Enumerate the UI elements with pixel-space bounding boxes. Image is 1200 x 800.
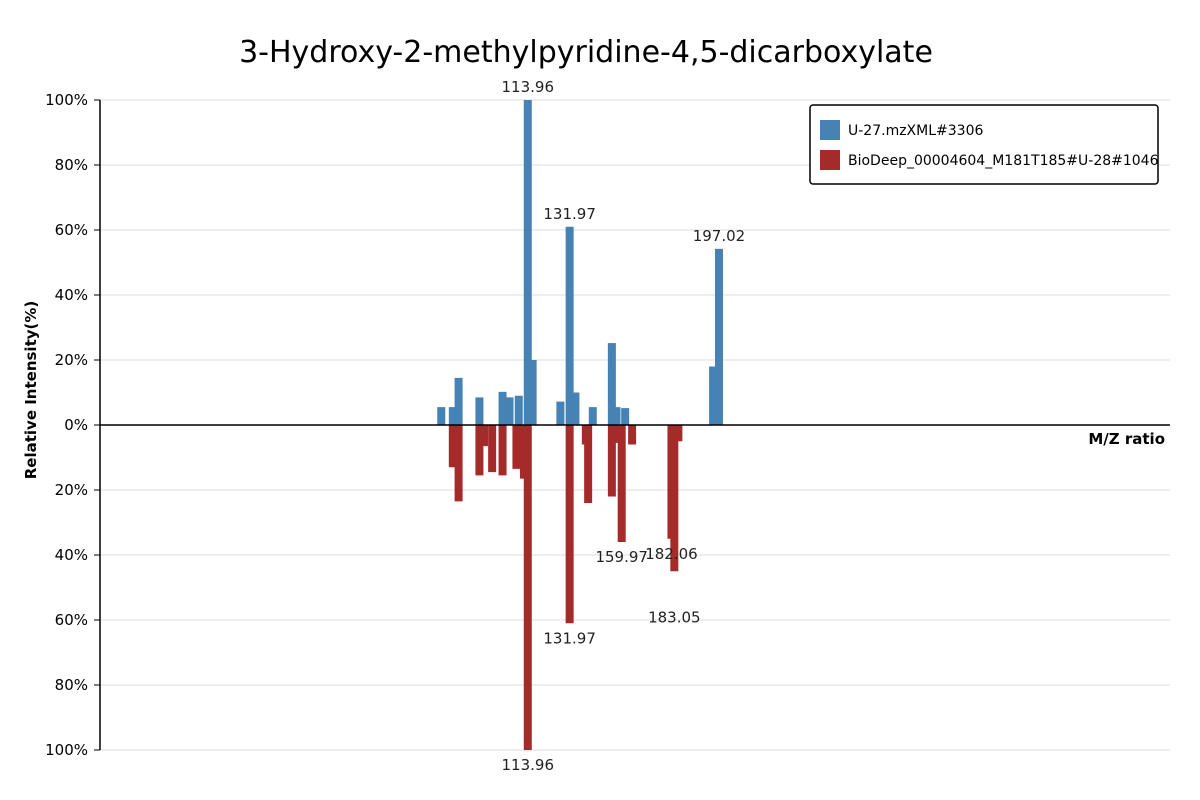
y-tick-label: 100% bbox=[45, 91, 88, 109]
reference-peak-bar bbox=[617, 425, 626, 542]
legend-label-reference: BioDeep_00004604_M181T185#U-28#1046 bbox=[848, 153, 1159, 169]
reference-peak-bar bbox=[523, 425, 532, 750]
y-axis-ticks: 100% 80% 60% 40% 20% 0% 20% 40% 60% 80% 100% bbox=[45, 91, 100, 759]
y-tick-label: 0% bbox=[64, 416, 88, 434]
peak-label: 182.06 bbox=[645, 545, 698, 563]
spectrum-bars bbox=[437, 100, 723, 750]
reference-peak-bar bbox=[611, 425, 620, 443]
reference-peak-bar bbox=[498, 425, 507, 476]
x-axis-title: M/Z ratio bbox=[1088, 430, 1165, 448]
y-tick-label: 100% bbox=[45, 741, 88, 759]
peak-label: 183.05 bbox=[648, 608, 701, 626]
reference-peak-bar bbox=[565, 425, 574, 624]
y-tick-label: 60% bbox=[55, 611, 88, 629]
query-peak-bar bbox=[709, 366, 718, 425]
reference-peak-bar bbox=[448, 425, 457, 468]
query-peak-bar bbox=[621, 408, 630, 425]
reference-peak-bar bbox=[454, 425, 463, 502]
query-peak-bar bbox=[528, 360, 537, 425]
reference-peak-bar bbox=[628, 425, 637, 445]
query-peak-bar bbox=[437, 407, 446, 425]
query-peak-bar bbox=[475, 397, 484, 425]
reference-peak-bar bbox=[480, 425, 489, 447]
y-tick-label: 20% bbox=[55, 481, 88, 499]
query-peak-bar bbox=[556, 401, 565, 425]
y-axis-title: Relative Intensity(%) bbox=[22, 301, 40, 480]
y-tick-label: 80% bbox=[55, 156, 88, 174]
peak-label: 113.96 bbox=[502, 756, 555, 774]
query-peak-bar bbox=[565, 226, 574, 425]
y-tick-label: 20% bbox=[55, 351, 88, 369]
query-peak-bar bbox=[607, 343, 616, 425]
query-peak-bar bbox=[498, 391, 507, 425]
legend: U-27.mzXML#3306 BioDeep_00004604_M181T18… bbox=[809, 104, 1159, 185]
y-tick-label: 80% bbox=[55, 676, 88, 694]
query-peak-bar bbox=[454, 377, 463, 425]
chart-title: 3-Hydroxy-2-methylpyridine-4,5-dicarboxy… bbox=[239, 35, 933, 70]
legend-swatch-reference bbox=[820, 150, 840, 170]
reference-peak-bar bbox=[512, 425, 521, 469]
query-peak-bar bbox=[714, 248, 723, 425]
legend-box bbox=[809, 104, 1159, 185]
y-tick-label: 40% bbox=[55, 546, 88, 564]
peak-label: 113.96 bbox=[502, 78, 555, 96]
query-peak-bar bbox=[588, 407, 597, 425]
query-peak-bar bbox=[571, 392, 580, 425]
peak-label: 131.97 bbox=[543, 629, 596, 647]
query-peak-bar bbox=[523, 100, 532, 425]
reference-peak-bar bbox=[475, 425, 484, 476]
y-tick-label: 40% bbox=[55, 286, 88, 304]
legend-label-query: U-27.mzXML#3306 bbox=[848, 123, 983, 139]
query-peak-bar bbox=[505, 397, 514, 425]
legend-swatch-query bbox=[820, 120, 840, 140]
peak-label: 131.97 bbox=[543, 205, 596, 223]
query-peak-bar bbox=[612, 407, 621, 425]
gridlines bbox=[100, 99, 1170, 751]
reference-peak-bar bbox=[674, 425, 683, 442]
reference-peak-bar bbox=[670, 425, 679, 572]
reference-peak-bar bbox=[584, 425, 593, 503]
query-peak-bar bbox=[448, 407, 457, 425]
peak-label: 159.97 bbox=[595, 548, 648, 566]
reference-peak-bar bbox=[488, 425, 497, 473]
query-peak-bar bbox=[514, 395, 523, 425]
y-tick-label: 60% bbox=[55, 221, 88, 239]
reference-peak-bar bbox=[607, 425, 616, 497]
peak-labels: 113.96 131.97 197.02 113.96 131.97 159.97182.… bbox=[502, 78, 746, 774]
peak-label: 197.02 bbox=[693, 227, 746, 245]
